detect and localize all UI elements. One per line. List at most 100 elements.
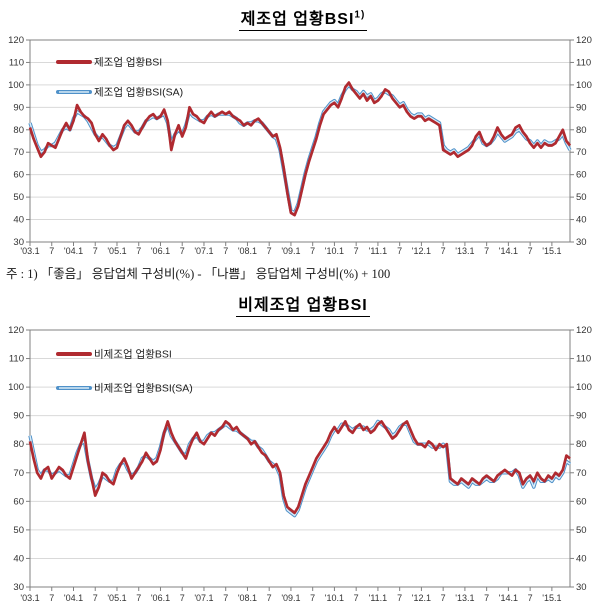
y-axis-label: 120 (576, 35, 592, 46)
y-axis-label: 30 (576, 237, 587, 248)
x-axis-label: '08.1 (238, 593, 257, 603)
x-axis-label: '13.1 (455, 246, 474, 256)
y-axis-label: 70 (576, 147, 587, 158)
x-axis-label: 7 (528, 246, 533, 256)
y-axis-label: 110 (576, 354, 591, 365)
y-axis-label: 30 (13, 237, 24, 248)
y-axis-label: 100 (8, 382, 24, 393)
y-axis-label: 70 (13, 147, 24, 158)
y-axis-label: 100 (8, 80, 24, 91)
y-axis-label: 100 (576, 80, 592, 91)
x-axis-label: 7 (180, 593, 185, 603)
y-axis-label: 90 (576, 102, 587, 113)
nonmanufacturing-chart-title-text: 비제조업 업황BSI (238, 297, 368, 314)
x-axis-label: '14.1 (499, 593, 518, 603)
y-axis-label: 30 (576, 582, 587, 593)
y-axis-label: 60 (576, 496, 587, 507)
x-axis-label: '15.1 (542, 246, 561, 256)
x-axis-label: 7 (49, 593, 54, 603)
legend-label: 제조업 업황BSI(SA) (94, 86, 183, 99)
x-axis-label: '07.1 (194, 593, 213, 603)
legend-label: 제조업 업황BSI (94, 56, 162, 69)
x-axis-label: '05.1 (107, 246, 126, 256)
x-axis-label: '13.1 (455, 593, 474, 603)
x-axis-label: 7 (136, 246, 141, 256)
x-axis-label: '09.1 (281, 246, 300, 256)
y-axis-label: 110 (576, 57, 591, 68)
x-axis-label: '06.1 (151, 246, 170, 256)
x-axis-label: '08.1 (238, 246, 257, 256)
plot-border (29, 39, 571, 243)
x-axis-label: 7 (267, 593, 272, 603)
x-axis-label: 7 (223, 246, 228, 256)
y-axis-label: 80 (576, 439, 587, 450)
y-axis-label: 110 (9, 354, 24, 365)
actual-series-line (28, 81, 572, 217)
legend-label: 비제조업 업황BSI(SA) (94, 382, 193, 395)
x-axis-label: '09.1 (281, 593, 300, 603)
x-axis-label: 7 (180, 246, 185, 256)
nonmanufacturing-bsi-chart: 30 30 40 40 50 50 60 60 70 70 80 80 90 90 100 100 110 110… (8, 325, 592, 603)
y-axis-label: 40 (576, 553, 587, 564)
x-axis-label: 7 (93, 593, 98, 603)
y-axis-label: 80 (13, 125, 24, 136)
footnote-marker: 1) (354, 9, 366, 21)
x-axis-label: '04.1 (64, 593, 83, 603)
y-axis-label: 90 (13, 411, 24, 422)
y-axis-label: 40 (13, 215, 24, 226)
x-axis-label: 7 (49, 246, 54, 256)
x-axis-label: 7 (354, 246, 359, 256)
x-axis-label: '03.1 (20, 593, 39, 603)
x-axis-label: '10.1 (325, 593, 344, 603)
y-axis-label: 50 (576, 525, 587, 536)
x-axis-label: '14.1 (499, 246, 518, 256)
y-axis-label: 70 (13, 468, 24, 479)
manufacturing-chart-title: 제조업 업황BSI1) (0, 5, 606, 31)
x-axis-label: 7 (441, 593, 446, 603)
y-axis-label: 110 (9, 57, 24, 68)
x-axis-label: '03.1 (20, 246, 39, 256)
x-axis-label: 7 (310, 246, 315, 256)
y-axis-label: 80 (576, 125, 587, 136)
plot-border (29, 329, 571, 588)
x-axis-label: 7 (528, 593, 533, 603)
x-axis-label: 7 (397, 593, 402, 603)
x-axis-label: '15.1 (542, 593, 561, 603)
legend-label: 비제조업 업황BSI (94, 348, 172, 361)
actual-series-line (28, 420, 571, 515)
x-axis-label: '12.1 (412, 246, 431, 256)
y-axis-label: 50 (576, 192, 587, 203)
y-axis-label: 40 (576, 215, 587, 226)
y-axis-label: 60 (13, 496, 24, 507)
chart-footnote: 주 : 1) 「좋음」 응답업체 구성비(%) - 「나쁨」 응답업체 구성비(… (6, 267, 391, 281)
x-axis-label: 7 (223, 593, 228, 603)
y-axis-label: 40 (13, 553, 24, 564)
y-axis-label: 50 (13, 192, 24, 203)
y-axis-label: 120 (576, 325, 592, 336)
x-axis-label: 7 (397, 246, 402, 256)
y-axis-label: 120 (8, 325, 24, 336)
y-axis-label: 70 (576, 468, 587, 479)
y-axis-label: 90 (576, 411, 587, 422)
manufacturing-chart-title-text: 제조업 업황BSI (240, 11, 355, 28)
x-axis-label: '10.1 (325, 246, 344, 256)
x-axis-label: 7 (136, 593, 141, 603)
x-axis-label: '05.1 (107, 593, 126, 603)
x-axis-label: '04.1 (64, 246, 83, 256)
y-axis-label: 100 (576, 382, 592, 393)
y-axis-label: 60 (576, 170, 587, 181)
y-axis-label: 90 (13, 102, 24, 113)
x-axis-label: '12.1 (412, 593, 431, 603)
x-axis-label: 7 (267, 246, 272, 256)
x-axis-label: 7 (484, 593, 489, 603)
x-axis-label: '11.1 (369, 246, 388, 256)
manufacturing-bsi-chart: 30 30 40 40 50 50 60 60 70 70 80 80 90 90 100 100 110 110… (8, 35, 592, 256)
x-axis-label: '06.1 (151, 593, 170, 603)
y-axis-label: 80 (13, 439, 24, 450)
x-axis-label: 7 (93, 246, 98, 256)
x-axis-label: 7 (310, 593, 315, 603)
y-axis-label: 60 (13, 170, 24, 181)
y-axis-label: 120 (8, 35, 24, 46)
x-axis-label: 7 (441, 246, 446, 256)
y-axis-label: 50 (13, 525, 24, 536)
